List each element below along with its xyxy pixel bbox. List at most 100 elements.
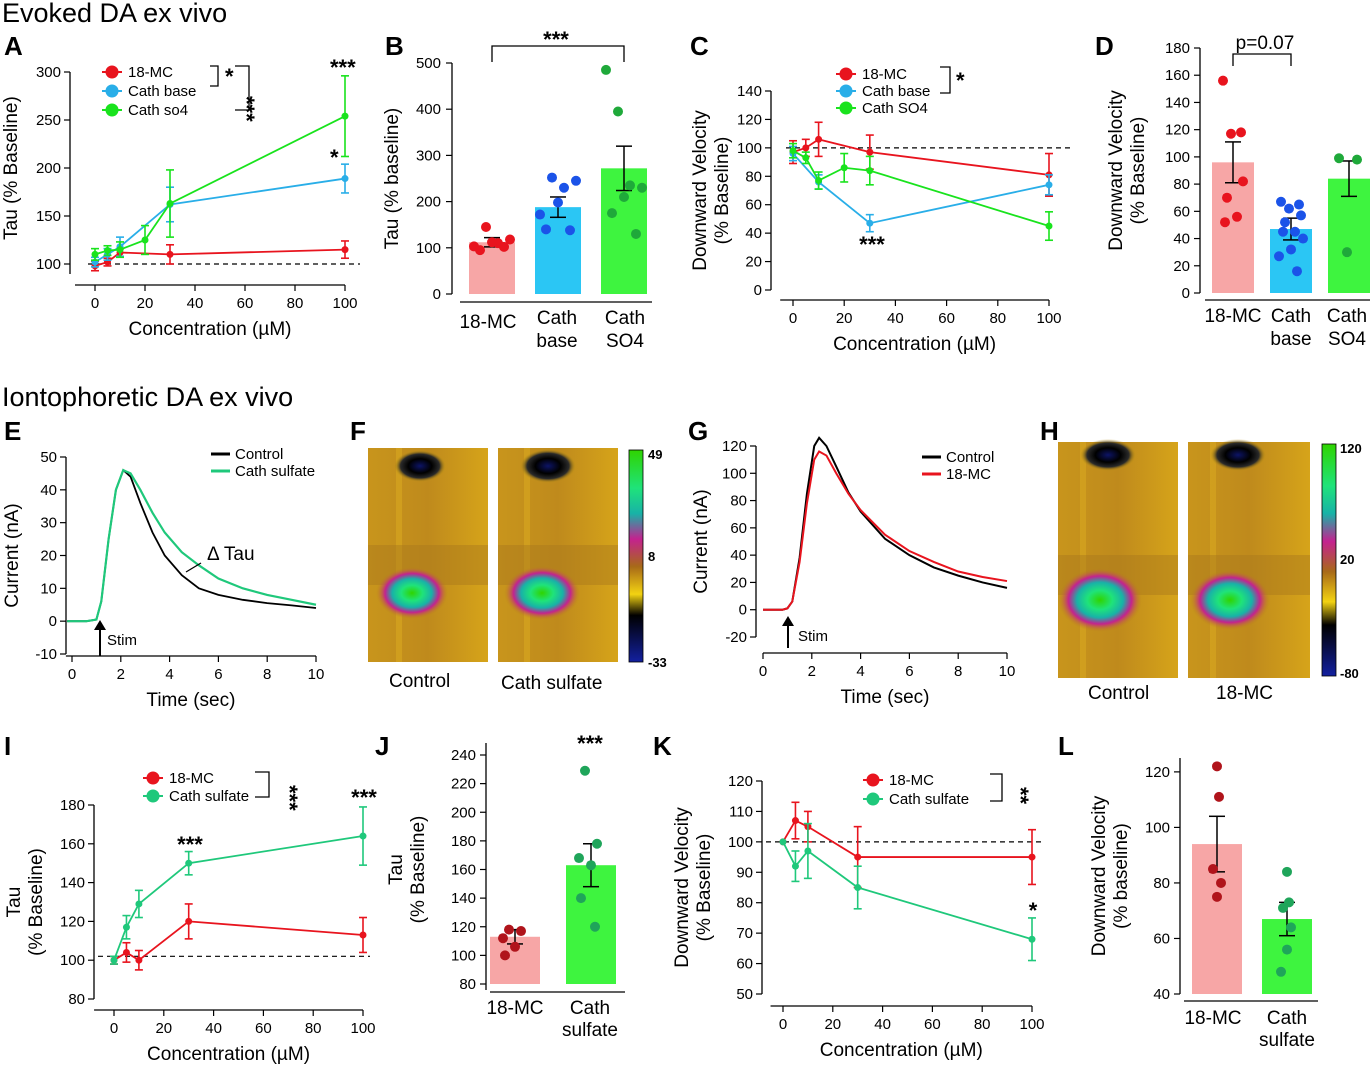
panel-a-x-tick-label: 100: [332, 295, 357, 312]
panel-d-y-label: Downward Velocity: [1106, 90, 1127, 251]
panel-i-x-tick-label: 60: [255, 1020, 272, 1037]
panel-b-individual-point: [613, 106, 623, 117]
heatmap-f-control: [368, 448, 488, 662]
panel-c-data-point: [866, 148, 874, 156]
heatmap-f-label-cath-sulfate: Cath sulfate: [501, 673, 602, 694]
panel-a-y-tick-label: 100: [36, 256, 61, 273]
panel-c-x-tick-label: 20: [836, 310, 853, 327]
panel-i-sig-star: ***: [277, 785, 302, 811]
panel-d-y-tick-label: 60: [1173, 203, 1190, 220]
panel-c-data-point: [802, 154, 810, 162]
panel-g-stim-arrow-head: [782, 616, 794, 626]
panel-g-y-tick-label: 100: [722, 465, 747, 482]
panel-l-y-tick-label: 80: [1153, 875, 1170, 892]
colorbar-h-min: -80: [1340, 666, 1359, 681]
panel-e-x-tick-label: 6: [214, 666, 222, 683]
panel-d-individual-point: [1280, 217, 1290, 228]
panel-j-y-tick-label: 220: [451, 776, 476, 793]
panel-d-individual-point: [1342, 247, 1352, 258]
panel-a-sig-star: *: [330, 145, 339, 170]
panel-j-category-label: sulfate: [562, 1020, 618, 1041]
panel-i-data-point: [185, 917, 193, 925]
panel-k-y-tick-label: 120: [728, 773, 753, 790]
panel-a-x-tick-label: 40: [187, 295, 204, 312]
panel-b-individual-point: [553, 197, 563, 208]
colorbar-h-max: 120: [1340, 441, 1362, 456]
panel-e-stim-arrow-head: [94, 620, 106, 630]
panel-b-individual-point: [487, 237, 497, 248]
panel-g-x-tick-label: 4: [856, 663, 864, 680]
panel-a-x-label: Concentration (µM): [128, 319, 291, 340]
panel-a-data-point: [341, 112, 349, 120]
section-title-top: Evoked DA ex vivo: [2, 0, 227, 28]
panel-k-data-point: [1028, 853, 1036, 861]
panel-i-data-point: [122, 923, 130, 931]
panel-e-y-tick-label: 40: [40, 482, 57, 499]
panel-d-y-tick-label: 140: [1165, 94, 1190, 111]
panel-b-individual-point: [547, 172, 557, 183]
panel-c-series-line: [792, 138, 1050, 176]
panel-i-data-point: [122, 948, 130, 956]
panel-i-y-tick-label: 180: [60, 797, 85, 814]
panel-c-data-point: [815, 135, 823, 143]
panel-c-data-point: [789, 147, 797, 155]
colorbar-h: [1321, 443, 1337, 677]
panel-g-trace: [763, 450, 1008, 611]
panel-c-sig-star: *: [956, 68, 965, 93]
panel-b-category-label: Cath: [605, 308, 645, 329]
panel-l-y-label: Downward Velocity: [1089, 795, 1110, 956]
panel-b-y-label: Tau (% baseline): [382, 108, 403, 250]
panel-a-bracket: [210, 65, 219, 87]
panel-c-y-label: Downward Velocity: [690, 110, 711, 271]
panel-c-data-point: [1045, 222, 1053, 230]
panel-k-y-tick-label: 60: [736, 956, 753, 973]
panel-j-y-label: Tau: [386, 854, 407, 885]
panel-e-delta-marker: [185, 562, 202, 573]
panel-i-y-label: Tau: [4, 887, 25, 918]
panel-d-sig-bracket: [1232, 53, 1292, 66]
panel-a-y-tick-label: 150: [36, 208, 61, 225]
panel-b-individual-point: [637, 182, 647, 193]
panel-c-data-point: [866, 219, 874, 227]
panel-g-x-label: Time (sec): [840, 687, 929, 708]
panel-d-category-label: base: [1270, 329, 1311, 350]
panel-i-data-point: [185, 859, 193, 867]
panel-a-data-point: [341, 175, 349, 183]
panel-j-y-tick-label: 180: [451, 833, 476, 850]
heatmap-h-control: [1058, 439, 1178, 678]
panel-e-y-tick-label: 30: [40, 515, 57, 532]
panel-j-y-tick-label: 120: [451, 919, 476, 936]
panel-letter-L: L: [1058, 731, 1074, 761]
panel-g-y-tick-label: 20: [730, 574, 747, 591]
panel-i-sig-star: ***: [177, 832, 203, 857]
panel-c-legend-label: 18-MC: [862, 66, 907, 83]
panel-l-y-tick-label: 120: [1145, 764, 1170, 781]
panel-a-legend-label: Cath base: [128, 83, 196, 100]
panel-l-category-label: sulfate: [1259, 1030, 1315, 1051]
panel-e-y-label: Current (nA): [2, 503, 23, 608]
panel-l-individual-point: [1278, 902, 1288, 913]
panel-i-y-tick-label: 140: [60, 875, 85, 892]
panel-c-y-tick-label: 20: [745, 254, 762, 271]
panel-g-x-tick-label: 0: [759, 663, 767, 680]
panel-a-x-tick-label: 20: [137, 295, 154, 312]
panel-l-individual-point: [1282, 866, 1292, 877]
panel-j-individual-point: [576, 893, 586, 904]
panel-b-y-tick-label: 500: [416, 55, 441, 72]
panel-k-y-tick-label: 80: [736, 895, 753, 912]
panel-d-category-label: Cath: [1271, 306, 1311, 327]
panel-e-x-tick-label: 10: [308, 666, 325, 683]
panel-k-data-point: [791, 817, 799, 825]
panel-i-data-point: [110, 956, 118, 964]
panel-d-y-tick-label: 120: [1165, 122, 1190, 139]
panel-d-category-label: SO4: [1328, 329, 1366, 350]
panel-b-bar: [535, 207, 581, 294]
panel-k-y-tick-label: 110: [729, 803, 753, 820]
section-title-bottom: Iontophoretic DA ex vivo: [2, 382, 293, 412]
panel-b-individual-point: [559, 182, 569, 193]
panel-letter-H: H: [1040, 416, 1059, 446]
panel-j-y-tick-label: 240: [451, 747, 476, 764]
panel-b-category-label: Cath: [537, 308, 577, 329]
colorbar-f-min: -33: [648, 655, 667, 670]
panel-b-y-tick-label: 100: [416, 240, 441, 257]
